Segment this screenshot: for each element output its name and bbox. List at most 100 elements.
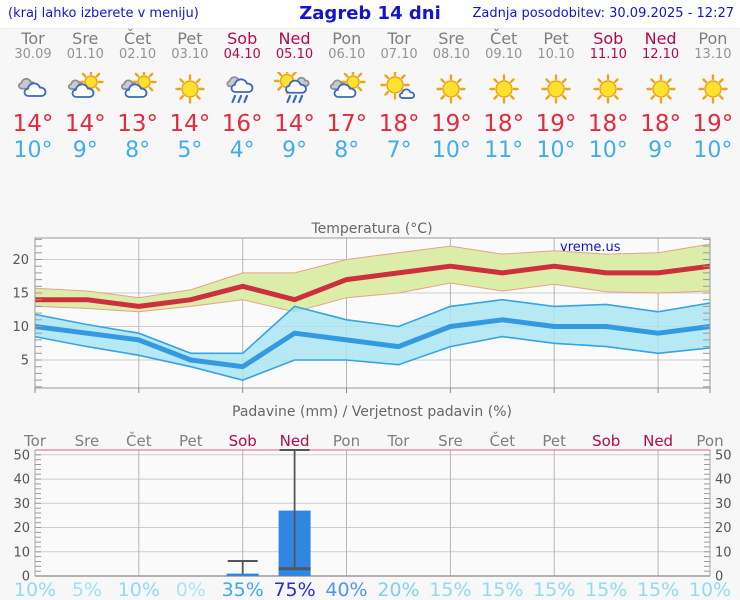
precip-ytick-right: 0 [715,570,723,585]
precip-ytick-left: 40 [13,473,30,488]
precip-ytick-left: 10 [13,545,30,560]
precip-probability-label: 75% [273,579,315,600]
min-temp: 9° [282,138,307,163]
weather-icon-sun-rain [273,67,310,104]
day-cell[interactable]: Ned 12.10 18° 9° [633,30,689,166]
precip-ytick-right: 10 [715,545,732,560]
weather-icon-sunny [698,74,728,104]
day-name: Tor [21,29,45,48]
day-date: 06.10 [328,47,366,62]
weather-icon [57,69,113,106]
weather-icon [267,67,323,106]
day-cell[interactable]: Sre 01.10 14° 9° [57,30,113,166]
day-name: Pon [332,29,362,48]
max-temp: 14° [64,111,106,137]
day-cell[interactable]: Čet 02.10 13° 8° [110,30,166,166]
weather-icon [162,72,218,106]
precip-day-label: Pon [333,432,360,450]
precip-day-label: Pon [696,432,723,450]
day-cell[interactable]: Pon 13.10 19° 10° [685,30,740,166]
day-cell[interactable]: Čet 09.10 18° 11° [476,30,532,166]
precip-day-label: Sre [75,432,100,450]
precip-ytick-left: 30 [13,497,30,512]
weather-icon [633,72,689,106]
day-name: Sob [593,29,624,48]
precip-probability-label: 15% [637,579,679,600]
min-temp: 10° [13,138,53,163]
weather-icon [685,72,740,106]
location-menu-hint[interactable]: (kraj lahko izberete v meniju) [8,6,199,21]
precip-day-label: Sob [229,432,257,450]
weather-icon-cloudy [17,77,47,97]
max-temp: 18° [640,111,681,137]
day-date: 04.10 [223,47,261,62]
precip-day-label: Ned [643,432,673,450]
day-name: Ned [278,29,311,48]
day-cell[interactable]: Tor 07.10 18° 7° [371,30,427,166]
precip-day-label: Čet [126,431,152,450]
max-temp: 13° [117,111,158,137]
precip-probability-label: 10% [118,579,160,600]
precip-day-label: Tor [387,432,411,450]
weather-icon [214,72,270,106]
weather-icon-sunny [593,74,623,104]
min-temp: 5° [177,138,203,163]
day-date: 02.10 [118,47,157,62]
weather-icon [319,69,375,106]
precip-probability-label: 15% [533,579,575,600]
weather-icon [5,72,61,106]
max-temp: 17° [326,111,368,137]
day-name: Čet [123,29,152,48]
precip-probability-label: 5% [72,579,102,600]
day-date: 05.10 [275,47,314,62]
temperature-chart: 5 10 15 20 Temperatura (°C) vreme.us [12,221,711,393]
precip-probability-label: 0% [176,579,206,600]
precip-chart-title: Padavine (mm) / Verjetnost padavin (%) [232,404,512,420]
precip-ytick-left: 50 [13,448,30,463]
weather-icon-mostly-sunny [380,70,416,100]
precip-probability-label: 15% [481,579,523,600]
max-temp: 18° [483,111,525,137]
day-name: Pon [698,29,728,48]
temp-ytick-label: 20 [12,253,29,268]
precip-probability-label: 20% [377,579,419,600]
weather-icon [528,72,584,106]
min-temp: 8° [334,138,360,163]
precip-probability-label: 40% [325,579,367,600]
max-temp: 19° [535,111,577,137]
precip-ytick-left: 0 [22,570,30,585]
min-temp: 10° [588,138,628,163]
temp-ytick-label: 5 [21,354,29,369]
day-cell[interactable]: Ned 05.10 14° 9° [267,30,323,166]
min-temp: 11° [484,138,524,163]
max-temp: 14° [12,111,54,137]
day-cell[interactable]: Pet 03.10 14° 5° [162,30,218,166]
min-temp: 10° [536,138,576,163]
min-temp: 7° [386,138,412,163]
min-temp: 9° [72,138,98,163]
temp-chart-title: Temperatura (°C) [310,221,432,237]
day-cell[interactable]: Tor 30.09 14° 10° [5,30,61,166]
precip-probability-label: 10% [14,579,56,600]
precip-ytick-right: 40 [715,473,732,488]
precip-ytick-right: 20 [715,521,732,536]
watermark-link[interactable]: vreme.us [560,240,621,255]
weather-icon [476,72,532,106]
max-temp: 14° [169,111,211,137]
max-temp: 19° [431,111,472,137]
precip-probability-label: 15% [585,579,627,600]
day-cell[interactable]: Pet 10.10 19° 10° [528,30,584,166]
day-cell[interactable]: Sre 08.10 19° 10° [423,30,479,166]
day-name: Sre [72,29,99,48]
precip-day-label: Ned [280,432,310,450]
precip-probability-label: 35% [222,579,264,600]
day-date: 13.10 [694,47,732,62]
day-cell[interactable]: Sob 04.10 16° 4° [214,30,270,166]
min-temp: 8° [125,138,151,163]
day-cell[interactable]: Pon 06.10 17° 8° [319,30,375,166]
min-temp: 10° [693,138,733,163]
day-cell[interactable]: Sob 11.10 18° 10° [580,30,636,166]
day-date: 01.10 [66,47,104,62]
day-name: Čet [490,29,518,48]
precipitation-chart: Tor Sre Čet Pet Sob Ned Pon Tor Sre Čet Pet Sob Ned P… [13,404,732,600]
